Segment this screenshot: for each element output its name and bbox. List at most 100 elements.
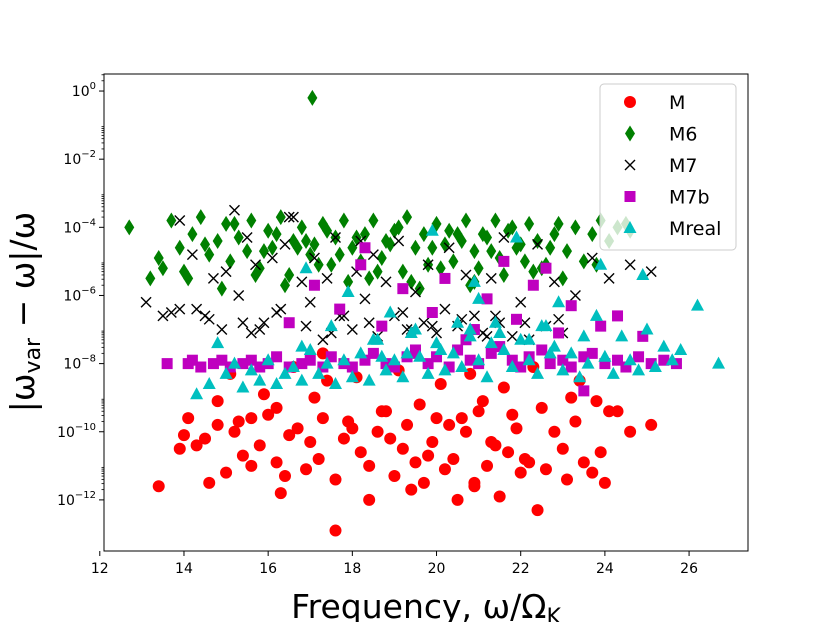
data-point-m6 [364, 270, 375, 287]
data-point-m6 [326, 256, 337, 273]
data-point-m [413, 398, 426, 411]
data-point-m7b [637, 330, 649, 342]
data-point-m7b [186, 354, 198, 366]
data-point-m7 [191, 303, 203, 315]
data-point-m7 [287, 211, 299, 223]
data-point-mreal [594, 257, 608, 270]
data-point-m [472, 405, 485, 418]
x-tick-label: 14 [175, 561, 193, 577]
data-point-m7 [603, 272, 615, 284]
data-point-mreal [219, 366, 233, 379]
x-tick-label: 26 [680, 561, 698, 577]
x-tick-label: 18 [343, 561, 361, 577]
data-point-m6 [570, 219, 581, 236]
data-point-m [434, 378, 447, 391]
legend-label-m7: M7 [669, 155, 697, 177]
legend-marker-m [624, 96, 636, 108]
data-point-m7b [283, 317, 295, 329]
data-point-m6 [486, 243, 497, 260]
data-point-m7b [325, 351, 337, 363]
data-point-m7 [308, 252, 320, 264]
data-point-mreal [345, 370, 359, 383]
data-point-mreal [657, 339, 671, 352]
y-tick-label: 10−4 [63, 217, 96, 236]
data-point-m6 [498, 267, 509, 284]
data-point-mreal [438, 363, 452, 376]
data-point-m [430, 412, 443, 425]
data-point-m7 [346, 324, 358, 336]
data-point-m [645, 418, 658, 431]
data-point-m7b [612, 310, 624, 322]
data-point-m [152, 480, 165, 493]
data-point-m7b [216, 354, 228, 366]
data-point-m [245, 412, 258, 425]
data-point-m [337, 432, 350, 445]
legend-marker-mreal [623, 221, 637, 233]
y-tick-exponent: −6 [81, 285, 96, 296]
series-mreal [190, 223, 726, 400]
data-point-m7b [494, 341, 506, 353]
data-point-m [300, 463, 313, 476]
data-point-m7 [363, 317, 375, 329]
data-point-m6 [427, 239, 438, 256]
data-point-m [518, 453, 531, 466]
legend-box [599, 83, 737, 251]
y-tick-label: 10−8 [63, 354, 96, 373]
data-point-m7 [548, 276, 560, 288]
data-point-mreal [413, 349, 427, 362]
data-point-m7b [498, 255, 510, 267]
data-point-m7b [620, 361, 632, 373]
data-point-mreal [354, 346, 368, 359]
data-point-mreal [636, 268, 650, 281]
data-point-m7 [207, 272, 219, 284]
data-point-mreal [509, 230, 523, 243]
y-tick-label: 10−6 [63, 285, 96, 304]
data-point-mreal [484, 336, 498, 349]
legend-label-m7b: M7b [669, 187, 710, 209]
data-point-m7 [624, 259, 636, 271]
y-tick-exponent: −4 [81, 217, 96, 228]
data-point-mreal [505, 360, 519, 373]
data-point-m6 [307, 89, 318, 106]
data-point-mreal [312, 366, 326, 379]
data-point-m7 [553, 313, 565, 325]
data-point-m7 [165, 307, 177, 318]
data-point-mreal [362, 373, 376, 386]
data-point-m7 [157, 310, 169, 322]
data-point-m [409, 456, 422, 469]
data-point-m6 [212, 232, 223, 249]
data-point-mreal [236, 380, 250, 393]
legend: M M6 M7 M7b Mreal [599, 83, 737, 251]
y-tick-label: 100 [72, 81, 96, 100]
data-point-m [211, 418, 224, 431]
data-point-m6 [456, 232, 467, 249]
data-point-m7b [485, 347, 497, 359]
data-point-mreal [299, 261, 313, 274]
data-point-m6 [578, 253, 589, 270]
data-point-m [354, 446, 367, 459]
data-point-m [177, 429, 190, 442]
data-point-mreal [640, 322, 654, 335]
data-point-m [455, 412, 468, 425]
data-point-m6 [145, 270, 156, 287]
data-point-m [245, 459, 258, 472]
data-point-m7b [515, 361, 527, 373]
data-point-m7b [426, 307, 438, 318]
data-point-m7b [645, 358, 657, 370]
data-point-mreal [488, 315, 502, 328]
legend-marker-m7 [624, 159, 636, 171]
data-point-m [590, 395, 603, 408]
data-point-mreal [366, 332, 380, 345]
y-tick-exponent: −2 [81, 149, 96, 160]
data-point-m [502, 446, 515, 459]
data-point-m [396, 442, 409, 455]
data-point-m7 [422, 259, 434, 271]
data-point-mreal [480, 370, 494, 383]
data-point-m6 [448, 253, 459, 270]
y-tick-base: 10 [63, 288, 81, 304]
data-point-m7b [527, 279, 539, 291]
data-point-m6 [242, 243, 253, 260]
data-point-m [405, 483, 418, 496]
data-point-mreal [552, 295, 566, 308]
